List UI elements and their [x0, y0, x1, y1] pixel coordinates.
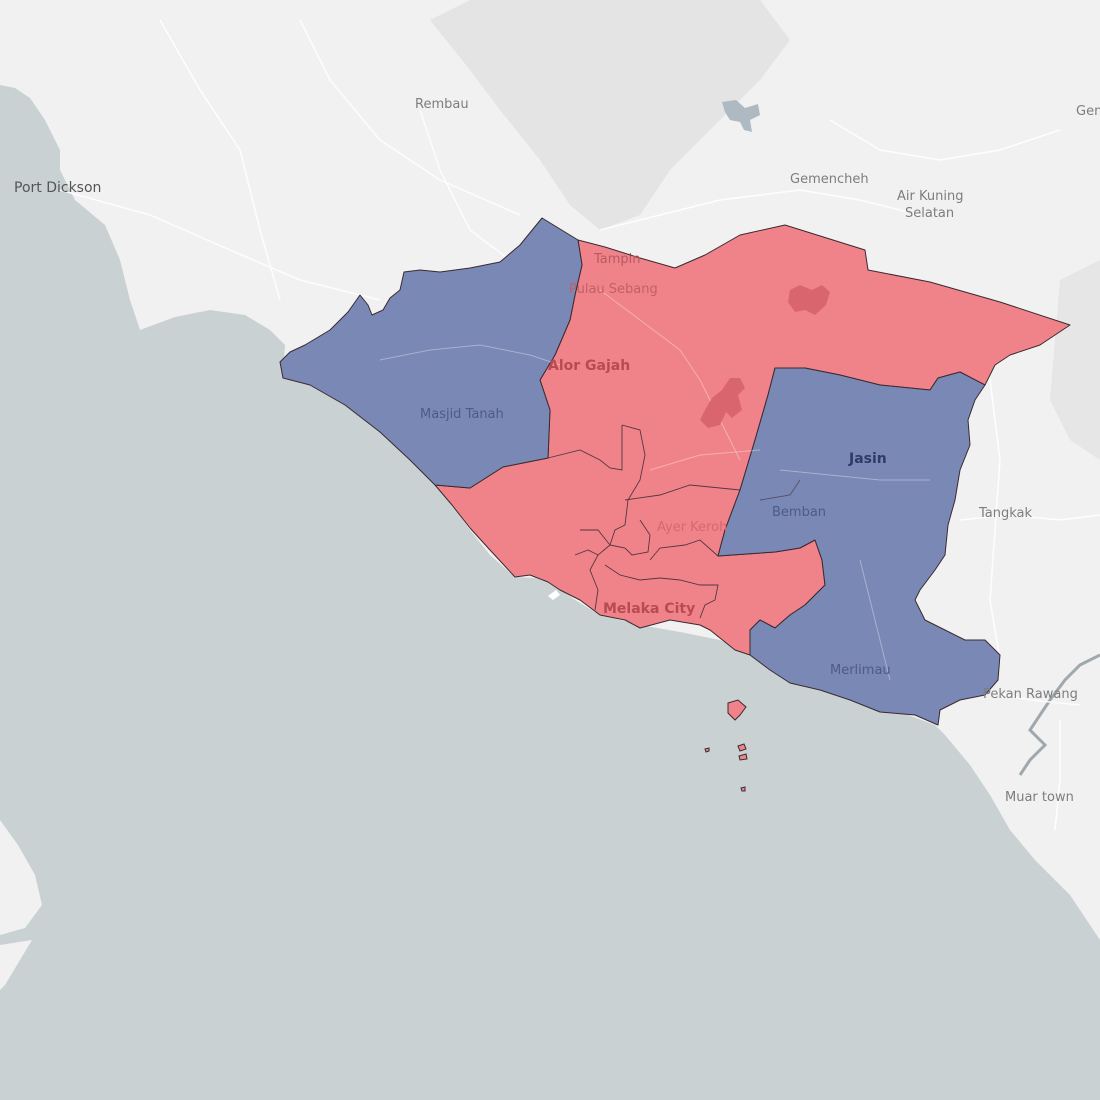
label-jasin: Jasin — [848, 451, 887, 467]
reservoir-jus — [788, 285, 830, 315]
place-labels: Port Dickson Rembau Gemencheh Air Kuning… — [14, 97, 1100, 805]
label-masjid-tanah: Masjid Tanah — [420, 407, 504, 422]
reservoir-durian-tunggal — [700, 378, 745, 428]
label-port-dickson: Port Dickson — [14, 180, 101, 196]
label-bemban: Bemban — [772, 505, 826, 520]
region-roads — [379, 289, 930, 681]
western-landmass — [0, 820, 42, 935]
label-ayer-keroh: Ayer Keroh — [657, 520, 727, 535]
label-pekan-rawang: Pekan Rawang — [983, 687, 1078, 702]
label-pulau-sebang: Pulau Sebang — [569, 282, 658, 297]
island-small-2[interactable] — [738, 753, 748, 761]
region-blue-west[interactable] — [279, 217, 583, 489]
label-rembau: Rembau — [415, 97, 469, 112]
bemban-border — [759, 479, 801, 501]
label-air-kuning-line2: Selatan — [905, 206, 954, 221]
district-labels: Alor Gajah Jasin Melaka City — [548, 358, 887, 617]
hill-shading-east — [1050, 260, 1100, 460]
island-small-3[interactable] — [704, 747, 710, 753]
island-small-1[interactable] — [737, 743, 747, 752]
island-besar[interactable] — [727, 699, 747, 721]
label-gemencheh: Gemencheh — [790, 172, 869, 187]
hill-shading — [430, 0, 790, 230]
road-network — [59, 19, 1100, 831]
label-muar-town: Muar town — [1005, 790, 1074, 805]
reclaimed-land-white — [548, 590, 560, 600]
river-muar — [1018, 653, 1100, 776]
label-gen: Gen — [1076, 104, 1100, 119]
constituency-borders — [547, 424, 741, 619]
reservoir-north — [722, 100, 760, 132]
label-tampin: Tampin — [593, 252, 641, 267]
label-air-kuning-line1: Air Kuning — [897, 189, 963, 204]
constituency-labels: Masjid Tanah Ayer Keroh Bemban Merlimau — [420, 407, 891, 678]
label-tangkak: Tangkak — [978, 506, 1033, 521]
island-small-4[interactable] — [740, 786, 746, 792]
label-alor-gajah: Alor Gajah — [548, 358, 630, 374]
region-blue-east[interactable] — [717, 367, 1001, 726]
label-melaka-city: Melaka City — [603, 601, 695, 617]
label-merlimau: Merlimau — [830, 663, 891, 678]
western-islet — [0, 940, 32, 990]
